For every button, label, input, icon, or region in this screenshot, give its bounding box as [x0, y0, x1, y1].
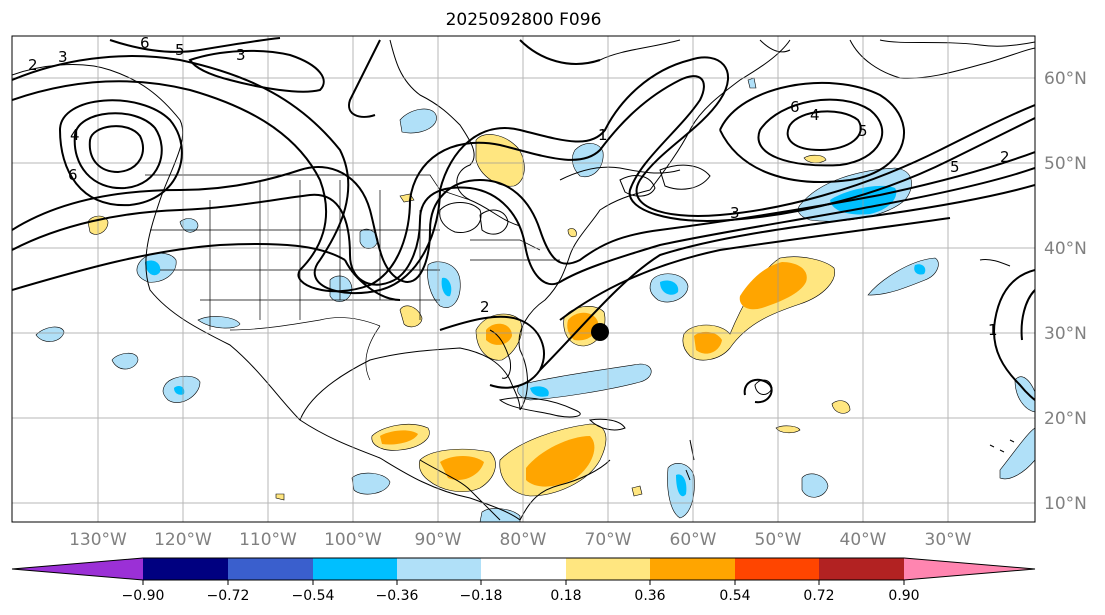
contour-label: 6 [790, 98, 800, 116]
colorbar-segment [143, 558, 228, 580]
lon-label: 30°W [925, 530, 972, 550]
lon-label: 60°W [670, 530, 717, 550]
lon-label: 130°W [69, 530, 127, 550]
contour-label: 2 [1000, 148, 1010, 166]
colorbar-segment-min-extend [12, 558, 143, 580]
lon-label: 100°W [324, 530, 382, 550]
colorbar-tick-label: 0.36 [634, 588, 665, 604]
colorbar-tick-label: −0.54 [292, 588, 335, 604]
colorbar-segment-max-extend [904, 558, 1035, 580]
lon-label: 120°W [154, 530, 212, 550]
storm-center-marker [591, 323, 609, 341]
contour-label: 6 [68, 166, 78, 184]
colorbar-segment [819, 558, 904, 580]
lat-label: 10°N [1044, 494, 1087, 514]
colorbar: −0.90 −0.72 −0.54 −0.36 −0.18 0.18 0.36 … [11, 557, 1036, 604]
contour-label: 5 [950, 158, 960, 176]
colorbar-segment [397, 558, 481, 580]
colorbar-tick-label: −0.90 [122, 588, 165, 604]
contour-label: 1 [598, 126, 608, 144]
lon-label: 110°W [239, 530, 297, 550]
lon-label: 80°W [500, 530, 547, 550]
lon-label: 40°W [840, 530, 887, 550]
contour-lines [12, 37, 1035, 404]
map-content: 2 3 6 5 3 4 1 6 4 5 6 5 2 3 2 1 [12, 34, 1035, 522]
lat-label: 30°N [1044, 324, 1087, 344]
contour-label: 2 [480, 298, 490, 316]
contour-label: 6 [140, 34, 150, 52]
colorbar-segment [228, 558, 313, 580]
positive-anomaly-areas [87, 134, 851, 501]
colorbar-tick-label: 0.54 [719, 588, 750, 604]
lon-label: 70°W [585, 530, 632, 550]
lat-label: 60°N [1044, 69, 1087, 89]
contour-label: 3 [730, 204, 740, 222]
contour-label: 4 [810, 106, 820, 124]
colorbar-tick-label: −0.36 [376, 588, 419, 604]
colorbar-segment [735, 558, 819, 580]
contour-label: 2 [28, 56, 38, 74]
gridlines [12, 36, 1035, 522]
coastlines [12, 39, 1035, 521]
latitude-labels: 60°N 50°N 40°N 30°N 20°N 10°N [1044, 69, 1087, 514]
colorbar-ticks [142, 580, 905, 585]
colorbar-segment [481, 558, 566, 580]
colorbar-tick-label: −0.72 [207, 588, 250, 604]
lat-label: 50°N [1044, 154, 1087, 174]
colorbar-segment [650, 558, 735, 580]
contour-label: 4 [70, 126, 80, 144]
political-borders [145, 174, 560, 381]
negative-anomaly-areas [35, 77, 1035, 522]
lon-label: 90°W [415, 530, 462, 550]
colorbar-segment [313, 558, 397, 580]
contour-label: 5 [858, 122, 868, 140]
colorbar-tick-label: 0.72 [803, 588, 834, 604]
contour-label: 5 [175, 41, 185, 59]
colorbar-tick-label: 0.90 [888, 588, 919, 604]
lon-label: 50°W [755, 530, 802, 550]
longitude-labels: 130°W 120°W 110°W 100°W 90°W 80°W 70°W 6… [69, 530, 972, 550]
contour-label: 3 [58, 48, 68, 66]
contour-label-group: 2 3 6 5 3 4 1 6 4 5 6 5 2 3 2 1 [28, 34, 1010, 339]
contour-label: 1 [988, 321, 998, 339]
colorbar-tick-label: 0.18 [550, 588, 581, 604]
colorbar-segment [566, 558, 650, 580]
contour-label: 3 [236, 46, 246, 64]
map-frame [11, 35, 1036, 523]
map-title: 2025092800 F096 [445, 10, 602, 30]
lat-label: 20°N [1044, 409, 1087, 429]
colorbar-tick-label: −0.18 [460, 588, 503, 604]
lat-label: 40°N [1044, 239, 1087, 259]
